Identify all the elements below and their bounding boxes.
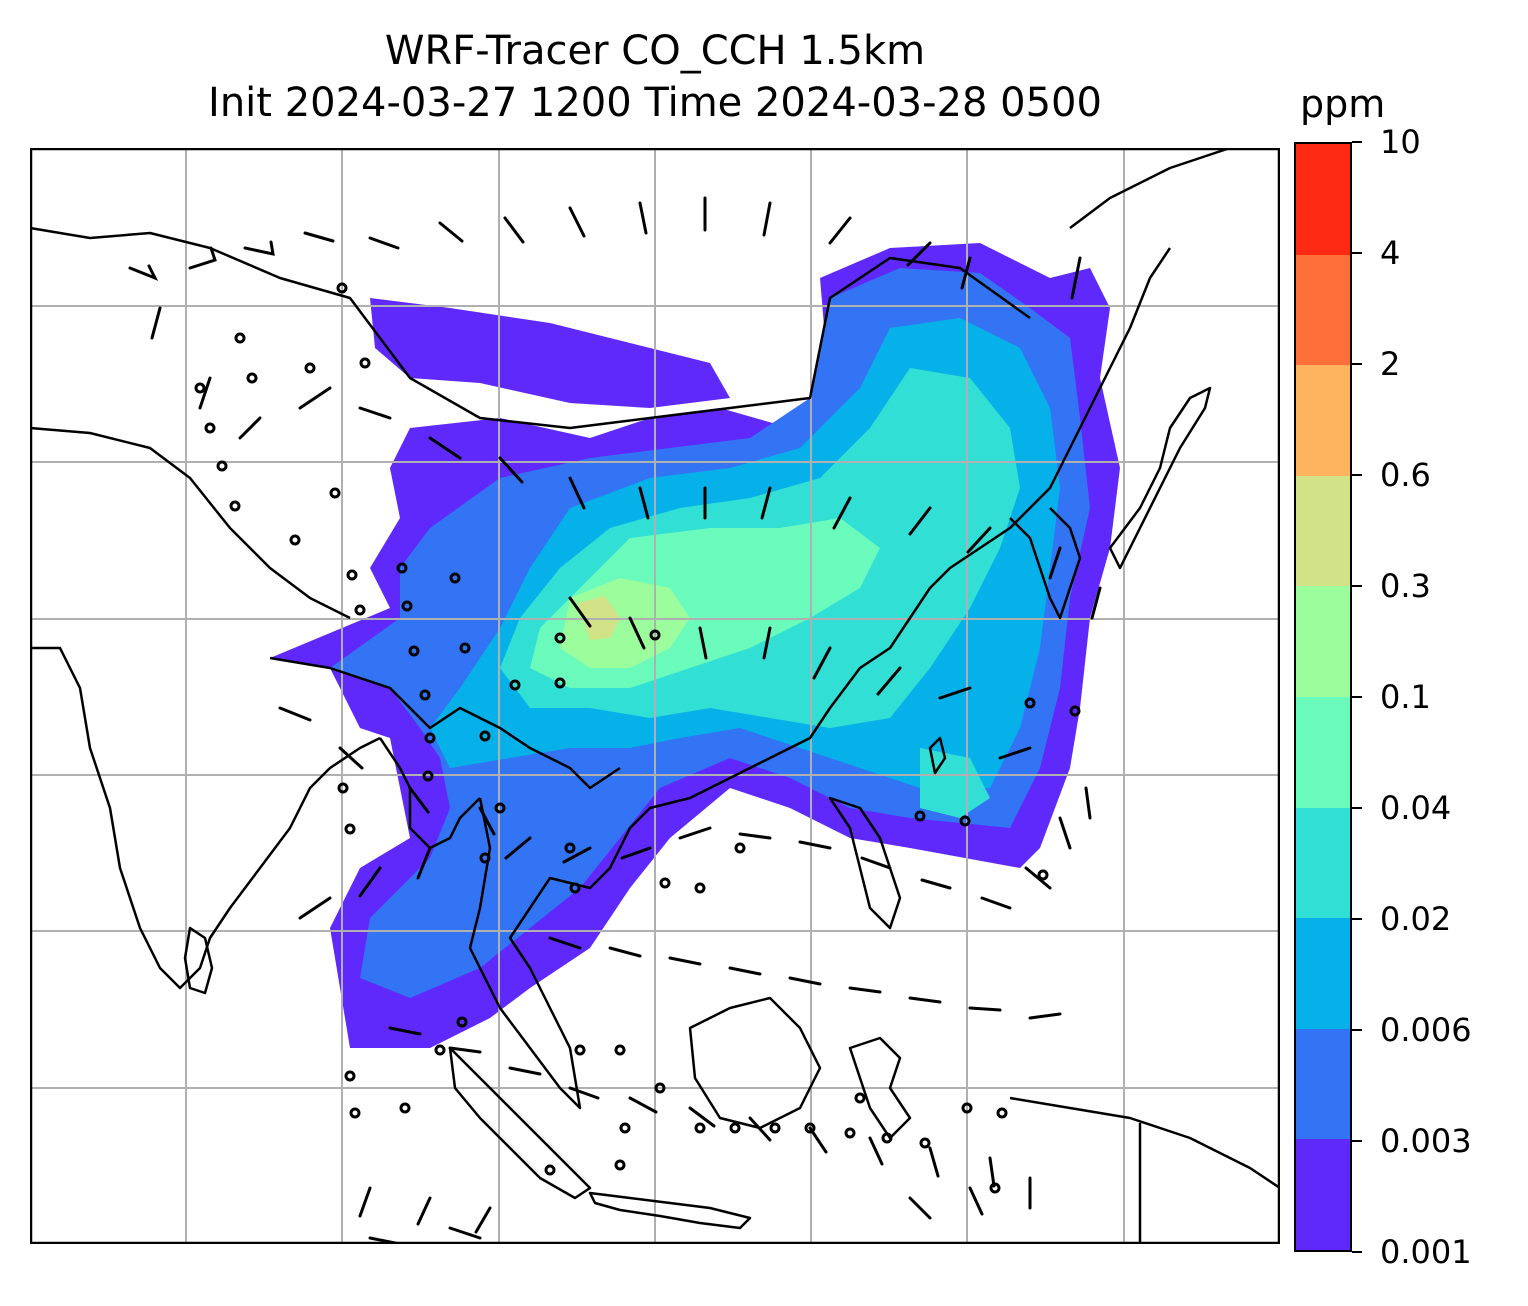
colorbar-segment — [1296, 696, 1350, 808]
colorbar-tick-label: 10 — [1380, 123, 1421, 161]
border-northern — [30, 226, 1031, 430]
colorbar-tick — [1352, 696, 1362, 698]
coastline-new-guinea — [1009, 1096, 1280, 1190]
coastline-china-east — [829, 247, 1172, 709]
coastline-indochina — [468, 707, 832, 1110]
colorbar-tick — [1352, 1029, 1362, 1031]
coastline-japan — [1108, 386, 1212, 570]
colorbar-tick — [1352, 1251, 1362, 1253]
colorbar-segment — [1296, 807, 1350, 919]
colorbar-unit-label: ppm — [1300, 82, 1386, 126]
colorbar — [1294, 142, 1352, 1252]
colorbar-tick — [1352, 585, 1362, 587]
colorbar-tick-label: 0.6 — [1380, 456, 1431, 494]
colorbar-tick-label: 0.001 — [1380, 1233, 1472, 1271]
coastline-sumatra — [448, 1046, 592, 1200]
colorbar-tick-label: 0.04 — [1380, 789, 1452, 827]
wind-barb-field — [128, 196, 1102, 1244]
coastline-java — [588, 1191, 752, 1230]
colorbar-tick — [1352, 363, 1362, 365]
coastlines — [30, 148, 1280, 1244]
coastline-sri-lanka — [183, 926, 214, 995]
colorbar-segment — [1296, 143, 1350, 255]
colorbar-tick — [1352, 141, 1362, 143]
map-title-line2: Init 2024-03-27 1200 Time 2024-03-28 050… — [208, 80, 1102, 126]
coastline-borneo — [688, 996, 822, 1130]
colorbar-tick-label: 0.003 — [1380, 1122, 1472, 1160]
coastline-russia-east — [1069, 148, 1231, 229]
colorbar-segment — [1296, 364, 1350, 476]
colorbar-segment — [1296, 1028, 1350, 1140]
colorbar-tick-label: 2 — [1380, 345, 1401, 383]
coastline-taiwan — [928, 736, 947, 775]
coastline-bay-of-bengal — [378, 737, 481, 850]
colorbar-segment — [1296, 254, 1350, 366]
colorbar-tick — [1352, 918, 1362, 920]
colorbar-tick — [1352, 474, 1362, 476]
plume-level-3-south — [920, 748, 990, 818]
calm-wind-markers — [194, 282, 1081, 1194]
coastline-sulawesi — [848, 1036, 912, 1140]
tracer-concentration-field — [270, 243, 1120, 1048]
colorbar-segment — [1296, 475, 1350, 587]
colorbar-tick — [1352, 252, 1362, 254]
colorbar-tick — [1352, 807, 1362, 809]
colorbar-tick — [1352, 1140, 1362, 1142]
map-title-line1: WRF-Tracer CO_CCH 1.5km — [384, 28, 926, 74]
coastline-philippines — [828, 796, 902, 930]
colorbar-tick-label: 0.006 — [1380, 1011, 1472, 1049]
plume-level-0-north — [370, 298, 730, 408]
colorbar-segment — [1296, 585, 1350, 697]
coastline-korea — [1009, 507, 1082, 620]
colorbar-segment — [1296, 1138, 1350, 1250]
colorbar-segment — [1296, 917, 1350, 1029]
border-central-asia — [30, 426, 351, 620]
colorbar-tick-label: 0.02 — [1380, 900, 1452, 938]
colorbar-tick-label: 4 — [1380, 234, 1401, 272]
coastline-india — [30, 646, 381, 990]
border-himalaya — [269, 656, 621, 790]
colorbar-tick-label: 0.3 — [1380, 567, 1431, 605]
map-border — [30, 148, 1280, 1244]
colorbar-tick-label: 0.1 — [1380, 678, 1431, 716]
map-panel — [30, 148, 1280, 1244]
